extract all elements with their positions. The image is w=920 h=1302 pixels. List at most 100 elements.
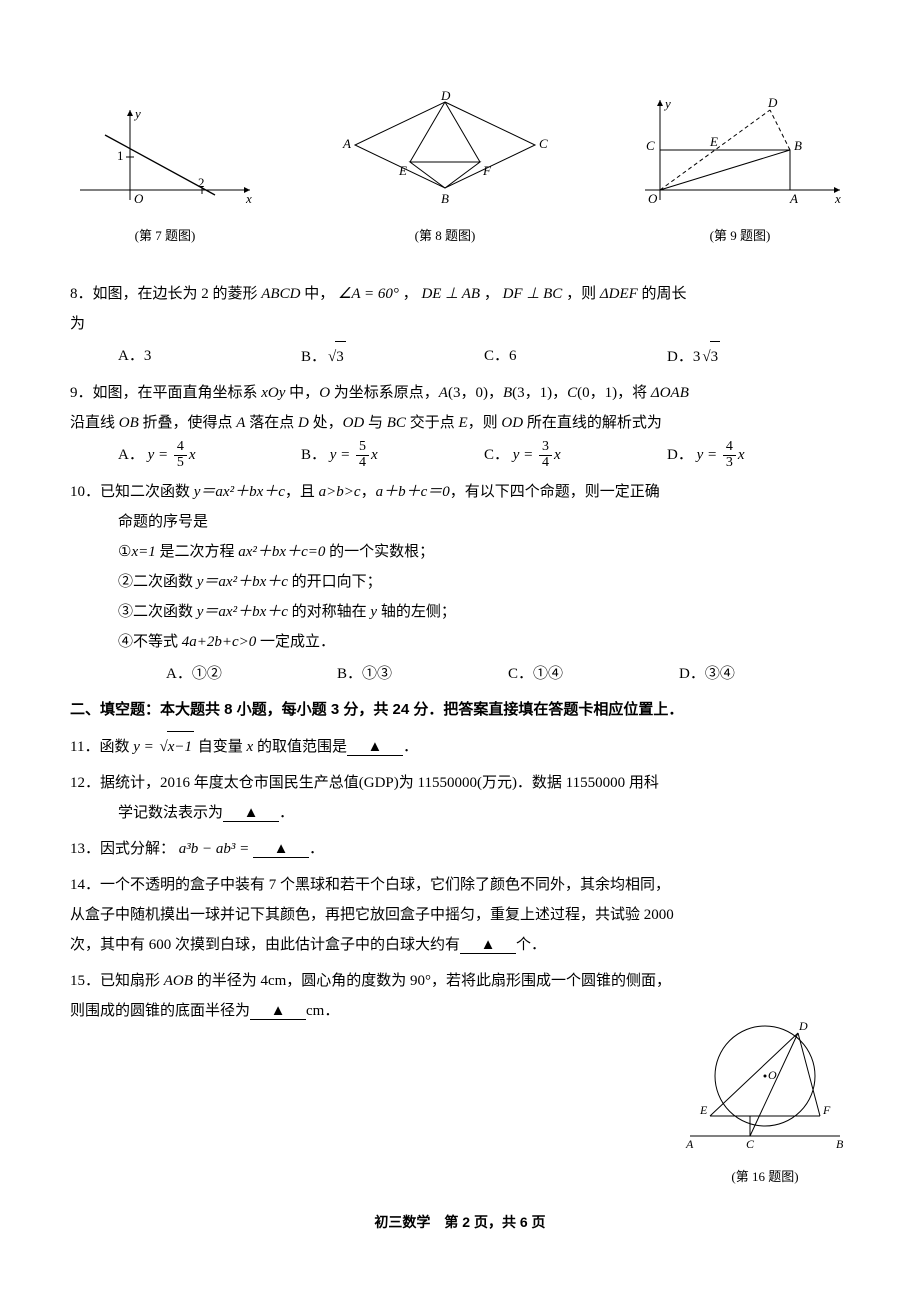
q10-eq1: y＝ax²＋bx＋c [194,484,285,500]
q12-line2: 学记数法表示为▲． [70,798,850,828]
q11-blank: ▲ [347,740,403,756]
fig9-y: y [663,96,671,111]
question-13: 13．因式分解： a³b − ab³ = ▲． [70,834,850,864]
q10-optD: D．③④ [679,659,850,689]
question-12: 12．据统计，2016 年度太仓市国民生产总值(GDP)为 11550000(万… [70,768,850,828]
fig16-B: B [836,1137,844,1151]
q13-a: 13．因式分解： [70,841,179,857]
q9-optA: A． y = 45x [118,440,301,471]
figure-9: y x O A B C D E (第 9 题图) [630,90,850,249]
fig8-F: F [482,163,492,178]
q8-def: ΔDEF [600,286,638,302]
q10-s1: ①x=1 是二次方程 ax²＋bx＋c=0 的一个实数根； [70,537,850,567]
q14-line3: 次，其中有 600 次摸到白球，由此估计盒子中的白球大约有▲个． [70,930,850,960]
fig16-A: A [685,1137,694,1151]
fig16-O: O [768,1068,777,1082]
fig8-D: D [440,90,451,103]
q11-rad: x−1 [167,731,194,762]
fig7-O: O [134,191,144,206]
q9-options: A． y = 45x B． y = 54x C． y = 34x D． y = … [70,440,850,471]
figure-7-svg: y x 1 2 O [70,100,260,210]
figure-8-svg: D A C B E F [335,90,555,210]
q8-abcd: ABCD [261,286,300,302]
q10-t5: 命题的序号是 [70,507,850,537]
q11-b: 自变量 [194,739,247,755]
fig8-C: C [539,136,548,151]
q9-E: E [458,415,467,431]
q8-t2: 中， [300,286,338,302]
fig16-D: D [798,1019,808,1033]
figure-9-caption: (第 9 题图) [630,223,850,249]
q10-c1: a>b>c [319,484,361,500]
q9-t1: 9．如图，在平面直角坐标系 [70,385,261,401]
q9-t11: 所在直线的解析式为 [523,415,662,431]
q10-options: A．①② B．①③ C．①④ D．③④ [70,659,850,689]
q10-t1: 10．已知二次函数 [70,484,194,500]
q10-optC: C．①④ [508,659,679,689]
fig9-x: x [834,191,841,206]
q14-d: 个． [516,937,546,953]
question-14: 14．一个不透明的盒子中装有 7 个黑球和若干个白球，它们除了颜色不同外，其余均… [70,870,850,960]
q9-od2: OD [501,415,523,431]
q9-t9: 交于点 [406,415,459,431]
q11-yeq: y = [133,739,157,755]
figure-8: D A C B E F (第 8 题图) [335,90,555,249]
question-9: 9．如图，在平面直角坐标系 xOy 中，O 为坐标系原点，A(3，0)，B(3，… [70,378,850,471]
q8-angle: ∠A = 60° [338,286,399,302]
q9-t5: 折叠，使得点 [139,415,237,431]
q9-t7: 处， [309,415,343,431]
q14-a: 14．一个不透明的盒子中装有 7 个黑球和若干个白球，它们除了颜色不同外，其余均… [70,870,850,900]
q8-de: DE ⊥ AB [421,286,480,302]
fig9-O: O [648,191,658,206]
figure-16-caption: (第 16 题图) [680,1164,850,1190]
q15-c: 则围成的圆锥的底面半径为 [70,1003,250,1019]
q10-s4: ④不等式 4a+2b+c>0 一定成立． [70,627,850,657]
q8-t6: 的周长 [638,286,687,302]
fig7-2: 2 [198,175,205,190]
q15-blank: ▲ [250,1004,306,1020]
q9-oab: ΔOAB [651,385,689,401]
q9-B: B [503,385,512,401]
q8-t7: 为 [70,309,850,339]
fig9-D: D [767,95,778,110]
q14-blank: ▲ [460,938,516,954]
q9-Cc: (0，1)，将 [577,385,651,401]
question-15: 15．已知扇形 AOB 的半径为 4cm，圆心角的度数为 90°，若将此扇形围成… [70,966,850,1190]
q9-t6: 落在点 [245,415,298,431]
q14-b: 从盒子中随机摸出一球并记下其颜色，再把它放回盒子中摇匀，重复上述过程，共试验 2… [70,900,850,930]
q9-Bc: (3，1)， [512,385,567,401]
q9-C: C [567,385,577,401]
q15-b: 的半径为 4cm，圆心角的度数为 90°，若将此扇形围成一个圆锥的侧面， [193,973,671,989]
q8-df: DF ⊥ BC [503,286,563,302]
q12-a: 12．据统计，2016 年度太仓市国民生产总值(GDP)为 11550000(万… [70,768,850,798]
q9-xoy: xOy [261,385,285,401]
figure-7-caption: (第 7 题图) [70,223,260,249]
section-2-heading: 二、填空题：本大题共 8 小题，每小题 3 分，共 24 分．把答案直接填在答题… [70,695,850,725]
q15-line1: 15．已知扇形 AOB 的半径为 4cm，圆心角的度数为 90°，若将此扇形围成… [70,966,850,996]
q11-d: ． [403,739,418,755]
page-footer: 初三数学 第 2 页，共 6 页 [70,1208,850,1236]
q9-D: D [298,415,309,431]
q8-optB: B．3 [301,341,484,372]
q9-bc: BC [387,415,406,431]
figure-8-caption: (第 8 题图) [335,223,555,249]
q8-optA: A．3 [118,341,301,372]
q12-blank: ▲ [223,806,279,822]
q9-optC: C． y = 34x [484,440,667,471]
q10-s3: ③二次函数 y＝ax²＋bx＋c 的对称轴在 y 轴的左侧； [70,597,850,627]
fig9-B: B [794,138,802,153]
q11-c: 的取值范围是 [253,739,347,755]
fig8-B: B [441,191,449,206]
q15-aob: AOB [164,973,193,989]
q8-t3: ， [399,286,422,302]
q9-optB: B． y = 54x [301,440,484,471]
q9-od: OD [343,415,365,431]
q8-optD: D．33 [667,341,850,372]
q9-t4: 沿直线 [70,415,119,431]
figure-16: O D E F A B C (第 16 题图) [680,1016,850,1190]
q9-t10: ，则 [468,415,502,431]
q12-b: 学记数法表示为 [118,805,223,821]
fig16-F: F [822,1103,831,1117]
q10-t2: ，且 [285,484,319,500]
q13-expr: a³b − ab³ = [179,841,250,857]
